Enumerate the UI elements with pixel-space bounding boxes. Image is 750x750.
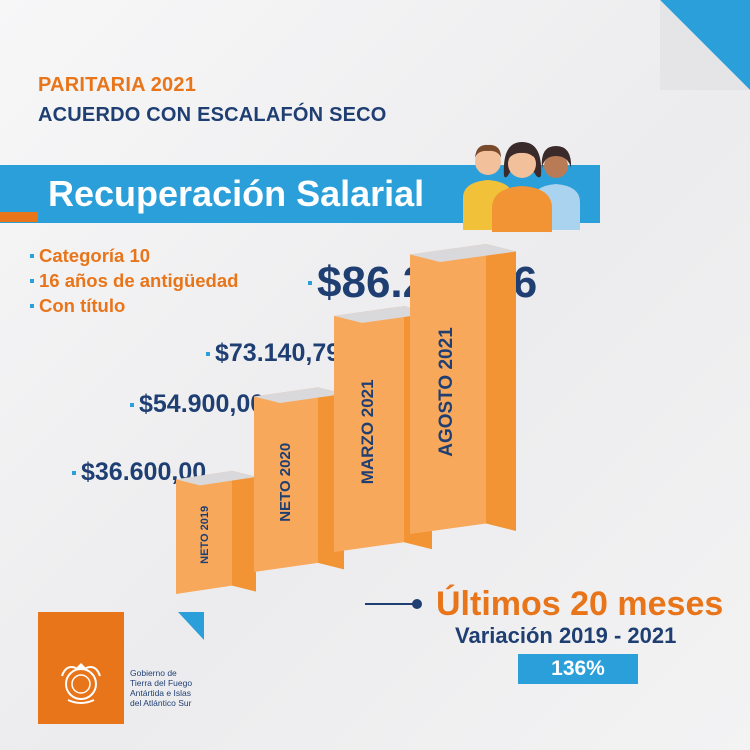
- period-label: Últimos 20 meses: [436, 585, 724, 623]
- bar-side-face: [232, 470, 256, 592]
- bar-top-face: [254, 387, 344, 404]
- bar-top-face: [176, 470, 256, 486]
- header-subtitle: ACUERDO CON ESCALAFÓN SECO: [38, 104, 387, 126]
- logo-block: [38, 612, 124, 724]
- header-title: PARITARIA 2021: [38, 74, 197, 96]
- bar-category-label: NETO 2020: [277, 443, 294, 522]
- government-seal-icon: [61, 663, 101, 704]
- bar-category-label: MARZO 2021: [358, 379, 377, 484]
- bullet-dot: [72, 470, 76, 475]
- bar: NETO 2020: [254, 387, 344, 572]
- condition-item: Categoría 10: [30, 243, 238, 268]
- value-label-2: $54.900,00: [130, 390, 264, 419]
- bar-front-face: [334, 306, 404, 552]
- bullet-dot: [130, 402, 134, 407]
- variation-badge: 136%: [518, 654, 638, 684]
- value-label-3: $73.140,79: [206, 339, 340, 368]
- bar-front-face: [410, 244, 486, 534]
- logo-text: Gobierno de Tierra del Fuego Antártida e…: [130, 668, 193, 708]
- variation-label: Variación 2019 - 2021: [455, 623, 677, 648]
- condition-item: Con título: [30, 293, 238, 318]
- bar-front-face: [254, 387, 318, 572]
- corner-decoration-icon: [660, 0, 750, 90]
- divider-line: [365, 603, 417, 605]
- bullet-dot: [308, 281, 312, 285]
- condition-item: 16 años de antigüedad: [30, 268, 238, 293]
- bar-category-label: AGOSTO 2021: [436, 327, 457, 457]
- bar-category-label: NETO 2019: [199, 506, 211, 564]
- corner-fold-icon: [178, 612, 204, 640]
- bar: NETO 2019: [176, 470, 256, 594]
- people-group-icon: [463, 142, 580, 232]
- bar: AGOSTO 2021: [410, 244, 516, 534]
- bar-top-face: [410, 244, 516, 262]
- bar-top-face: [334, 306, 432, 323]
- bar-front-face: [176, 470, 232, 594]
- banner-title: Recuperación Salarial: [48, 173, 425, 214]
- variation-value: 136%: [551, 657, 605, 680]
- banner-accent: [0, 212, 38, 222]
- bar-side-face: [486, 244, 516, 531]
- conditions-list: Categoría 10 16 años de antigüedad Con t…: [30, 243, 238, 318]
- bullet-dot: [206, 351, 210, 356]
- divider-dot: [412, 599, 422, 609]
